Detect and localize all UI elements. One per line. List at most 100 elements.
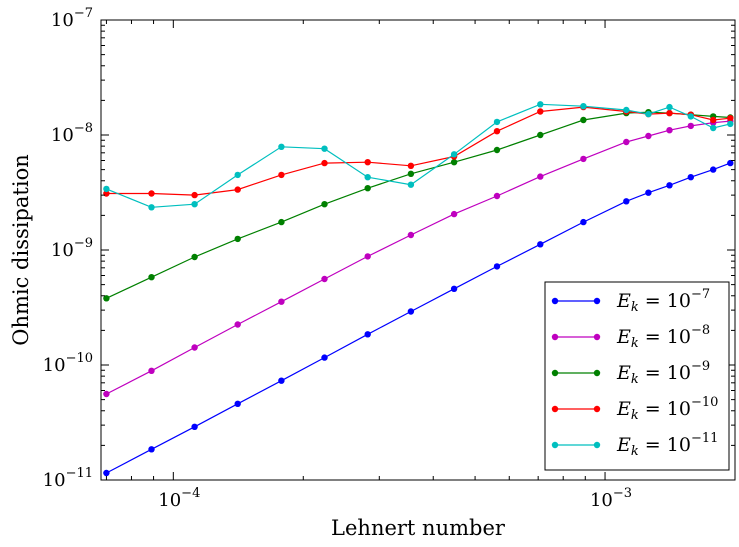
legend-marker xyxy=(593,369,601,377)
series-point xyxy=(710,166,717,173)
series-point xyxy=(191,344,198,351)
x-tick-label: 10−3 xyxy=(590,486,632,511)
series-line xyxy=(106,103,731,208)
series-line xyxy=(106,106,731,196)
series-point xyxy=(278,171,285,179)
series-line xyxy=(106,162,731,474)
series-point xyxy=(407,308,415,315)
series-point xyxy=(450,151,458,158)
legend-marker xyxy=(551,297,559,305)
y-tick-label-exp: −10 xyxy=(66,351,93,366)
x-axis-label: Lehnert number xyxy=(331,516,506,540)
legend-label-sub: k xyxy=(631,300,639,315)
series-point xyxy=(537,173,544,180)
y-tick-label: 10−11 xyxy=(43,466,93,491)
series-point xyxy=(493,192,501,200)
legend-item: Ek = 10−11 xyxy=(551,431,718,459)
legend-marker xyxy=(593,297,601,305)
legend-label: Ek = 10−8 xyxy=(616,323,710,351)
series-point xyxy=(645,132,652,140)
series-point xyxy=(493,263,501,270)
legend-marker xyxy=(551,369,559,377)
legend-marker xyxy=(551,405,559,413)
series-point xyxy=(537,108,544,115)
legend-marker xyxy=(593,441,601,449)
x-tick-label-base: 10 xyxy=(590,490,613,511)
y-axis-label: Ohmic dissipation xyxy=(9,154,33,346)
series-point xyxy=(623,106,630,114)
series-point xyxy=(321,354,328,361)
series-point xyxy=(537,131,544,139)
legend-label: Ek = 10−7 xyxy=(616,287,710,315)
series-point xyxy=(364,185,371,192)
legend-label-sub: k xyxy=(631,372,639,387)
series-point xyxy=(687,174,694,181)
series-point xyxy=(687,122,694,130)
series-point xyxy=(234,321,241,328)
legend-item: Ek = 10−8 xyxy=(551,323,710,351)
series-point xyxy=(727,159,734,167)
series-point xyxy=(493,118,501,126)
x-tick-label-exp: −3 xyxy=(613,486,632,501)
series-point xyxy=(364,253,371,260)
legend-label-main: E xyxy=(616,434,631,456)
series-point xyxy=(321,275,328,283)
series-point xyxy=(645,189,652,196)
x-tick-label-base: 10 xyxy=(158,490,181,511)
series-1 xyxy=(103,117,734,398)
legend-label-eq: = 10 xyxy=(639,434,691,456)
legend-label: Ek = 10−10 xyxy=(616,395,718,423)
series-4 xyxy=(103,101,734,211)
series-point xyxy=(234,400,241,407)
series-point xyxy=(191,423,198,430)
series-point xyxy=(666,182,673,189)
legend-item: Ek = 10−9 xyxy=(551,359,710,387)
legend-box xyxy=(544,281,730,471)
series-point xyxy=(148,204,155,211)
series-point xyxy=(103,390,110,398)
y-tick-label-exp: −9 xyxy=(74,236,93,251)
y-tick-label-exp: −11 xyxy=(66,466,93,481)
legend-label-main: E xyxy=(616,290,631,312)
series-point xyxy=(727,115,734,122)
series-0 xyxy=(103,159,734,477)
series-point xyxy=(645,110,652,118)
legend-label-exp: −8 xyxy=(691,323,710,338)
series-point xyxy=(407,181,415,188)
series-point xyxy=(278,218,285,226)
series-point xyxy=(321,145,328,152)
legend-label-exp: −9 xyxy=(691,359,710,374)
y-tick-label: 10−7 xyxy=(51,6,93,31)
y-tick-label-exp: −7 xyxy=(74,6,93,21)
series-point xyxy=(278,298,285,305)
series-point xyxy=(580,116,587,124)
x-tick-label-exp: −4 xyxy=(181,486,200,501)
legend-label-sub: k xyxy=(631,408,639,423)
series-point xyxy=(364,331,371,338)
series-point xyxy=(364,159,371,166)
series-point xyxy=(191,191,198,199)
legend-label-main: E xyxy=(616,326,631,348)
series-point xyxy=(537,101,544,108)
series-point xyxy=(148,190,155,197)
y-tick-label-base: 10 xyxy=(51,10,74,31)
y-tick-label-base: 10 xyxy=(51,125,74,146)
legend-label: Ek = 10−11 xyxy=(616,431,718,459)
legend-label-eq: = 10 xyxy=(639,326,691,348)
legend-item: Ek = 10−7 xyxy=(551,287,710,315)
series-point xyxy=(580,155,587,163)
series-point xyxy=(364,174,371,181)
y-tick-label-base: 10 xyxy=(43,355,66,376)
series-point xyxy=(493,146,501,154)
series-line xyxy=(106,120,731,395)
y-tick-label-exp: −8 xyxy=(74,121,93,136)
series-point xyxy=(191,201,198,208)
series-point xyxy=(407,231,415,239)
series-point xyxy=(321,201,328,208)
series-point xyxy=(580,103,587,110)
x-tick-label: 10−4 xyxy=(158,486,200,511)
series-point xyxy=(450,285,458,292)
series-point xyxy=(666,127,673,134)
y-tick-label: 10−10 xyxy=(43,351,93,376)
